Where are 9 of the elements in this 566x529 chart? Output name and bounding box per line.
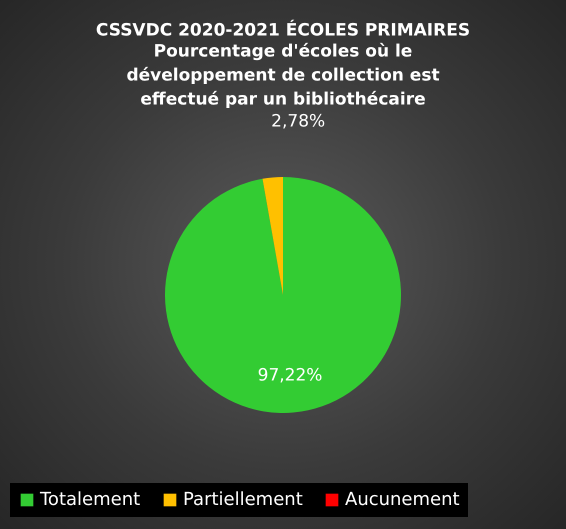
data-label: 2,78% <box>271 112 326 132</box>
legend-label: Totalement <box>39 489 140 510</box>
chart-title: CSSVDC 2020-2021 ÉCOLES PRIMAIRES <box>96 20 470 41</box>
legend-label: Partiellement <box>183 489 303 510</box>
legend-label: Aucunement <box>345 489 460 510</box>
chart-subtitle: Pourcentage d'écoles où le développement de collection est effectué par un bibliothécaire <box>126 42 440 110</box>
data-label: 97,22% <box>258 365 322 386</box>
pie-slice <box>165 177 401 413</box>
pie-slice <box>262 177 283 295</box>
